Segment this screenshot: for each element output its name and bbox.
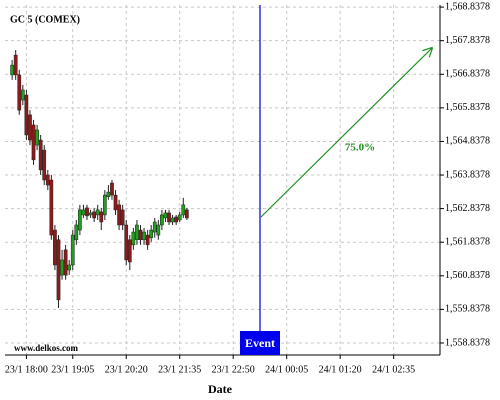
forecast-arrow bbox=[260, 48, 432, 218]
x-tick-label: 24/1 01:20 bbox=[319, 364, 362, 375]
candle-body bbox=[78, 209, 82, 231]
candle-body bbox=[149, 229, 154, 239]
candle-body bbox=[156, 224, 161, 236]
event-label: Event bbox=[245, 336, 275, 350]
chart-title: GC 5 (COMEX) bbox=[10, 14, 80, 25]
candle-body bbox=[74, 224, 79, 241]
x-axis-title: Date bbox=[208, 382, 233, 396]
candle-body bbox=[142, 231, 146, 241]
candle-body bbox=[95, 209, 100, 216]
candle-body bbox=[170, 217, 175, 223]
candle-body bbox=[117, 204, 121, 226]
candle-body bbox=[152, 221, 157, 233]
x-tick-label: 23/1 22:50 bbox=[212, 364, 255, 375]
forecast-label: 75.0% bbox=[345, 142, 375, 154]
candle-body bbox=[124, 224, 129, 261]
y-tick-label: 1,560.8378 bbox=[445, 270, 490, 281]
candle-body bbox=[131, 231, 136, 246]
candle-body bbox=[38, 139, 43, 171]
x-tick-label: 24/1 00:05 bbox=[265, 364, 308, 375]
x-tick-label: 23/1 18:00 bbox=[5, 364, 48, 375]
watermark: www.delkos.com bbox=[14, 343, 79, 353]
y-tick-label: 1,567.8378 bbox=[445, 35, 490, 46]
candle-body bbox=[13, 54, 18, 76]
candles bbox=[10, 50, 189, 308]
candle-body bbox=[67, 264, 72, 271]
x-tick-label: 23/1 21:35 bbox=[158, 364, 201, 375]
candle-body bbox=[181, 204, 186, 216]
candle-body bbox=[160, 214, 164, 226]
candle-body bbox=[31, 124, 36, 161]
candle-body bbox=[81, 209, 86, 216]
y-tick-label: 1,568.8378 bbox=[445, 1, 490, 12]
candle-body bbox=[49, 179, 54, 236]
candle-body bbox=[53, 229, 57, 266]
candle-body bbox=[120, 209, 125, 226]
candle-body bbox=[92, 211, 96, 219]
candle-body bbox=[63, 249, 68, 276]
candle-body bbox=[85, 207, 89, 217]
y-tick-label: 1,561.8378 bbox=[445, 237, 490, 248]
candle-body bbox=[145, 234, 150, 246]
candle-body bbox=[106, 191, 111, 198]
candle-body bbox=[102, 194, 107, 216]
x-tick-label: 23/1 19:05 bbox=[51, 364, 94, 375]
candle-body bbox=[20, 89, 25, 101]
x-tick-label: 24/1 02:35 bbox=[372, 364, 415, 375]
candle-body bbox=[35, 129, 39, 146]
grid bbox=[5, 5, 440, 355]
candle-body bbox=[88, 212, 93, 216]
candle-body bbox=[24, 94, 29, 136]
y-tick-label: 1,565.8378 bbox=[445, 102, 490, 113]
candle-body bbox=[28, 114, 32, 141]
candle-body bbox=[56, 239, 61, 301]
candle-body bbox=[10, 64, 14, 76]
candle-body bbox=[17, 74, 22, 111]
candle-body bbox=[174, 216, 178, 223]
candle-body bbox=[113, 194, 118, 211]
candle-body bbox=[177, 214, 182, 221]
y-tick-label: 1,564.8378 bbox=[445, 136, 490, 147]
candle-body bbox=[99, 211, 104, 223]
y-tick-label: 1,563.8378 bbox=[445, 169, 490, 180]
candle-body bbox=[184, 209, 189, 219]
candle-body bbox=[127, 239, 132, 263]
candle-body bbox=[60, 259, 64, 276]
x-tick-label: 23/1 20:20 bbox=[105, 364, 148, 375]
candle-body bbox=[70, 234, 75, 266]
y-tick-label: 1,566.8378 bbox=[445, 69, 490, 80]
candle-body bbox=[42, 149, 47, 181]
y-tick-label: 1,559.8378 bbox=[445, 304, 490, 315]
y-tick-label: 1,562.8378 bbox=[445, 203, 490, 214]
candle-body bbox=[138, 229, 143, 241]
candle-body bbox=[167, 212, 171, 223]
candle-body bbox=[135, 224, 139, 241]
candle-body bbox=[163, 212, 168, 219]
candle-body bbox=[45, 174, 50, 186]
event-box bbox=[240, 331, 280, 355]
candle-body bbox=[110, 182, 114, 196]
y-tick-label: 1,558.8378 bbox=[445, 337, 490, 348]
